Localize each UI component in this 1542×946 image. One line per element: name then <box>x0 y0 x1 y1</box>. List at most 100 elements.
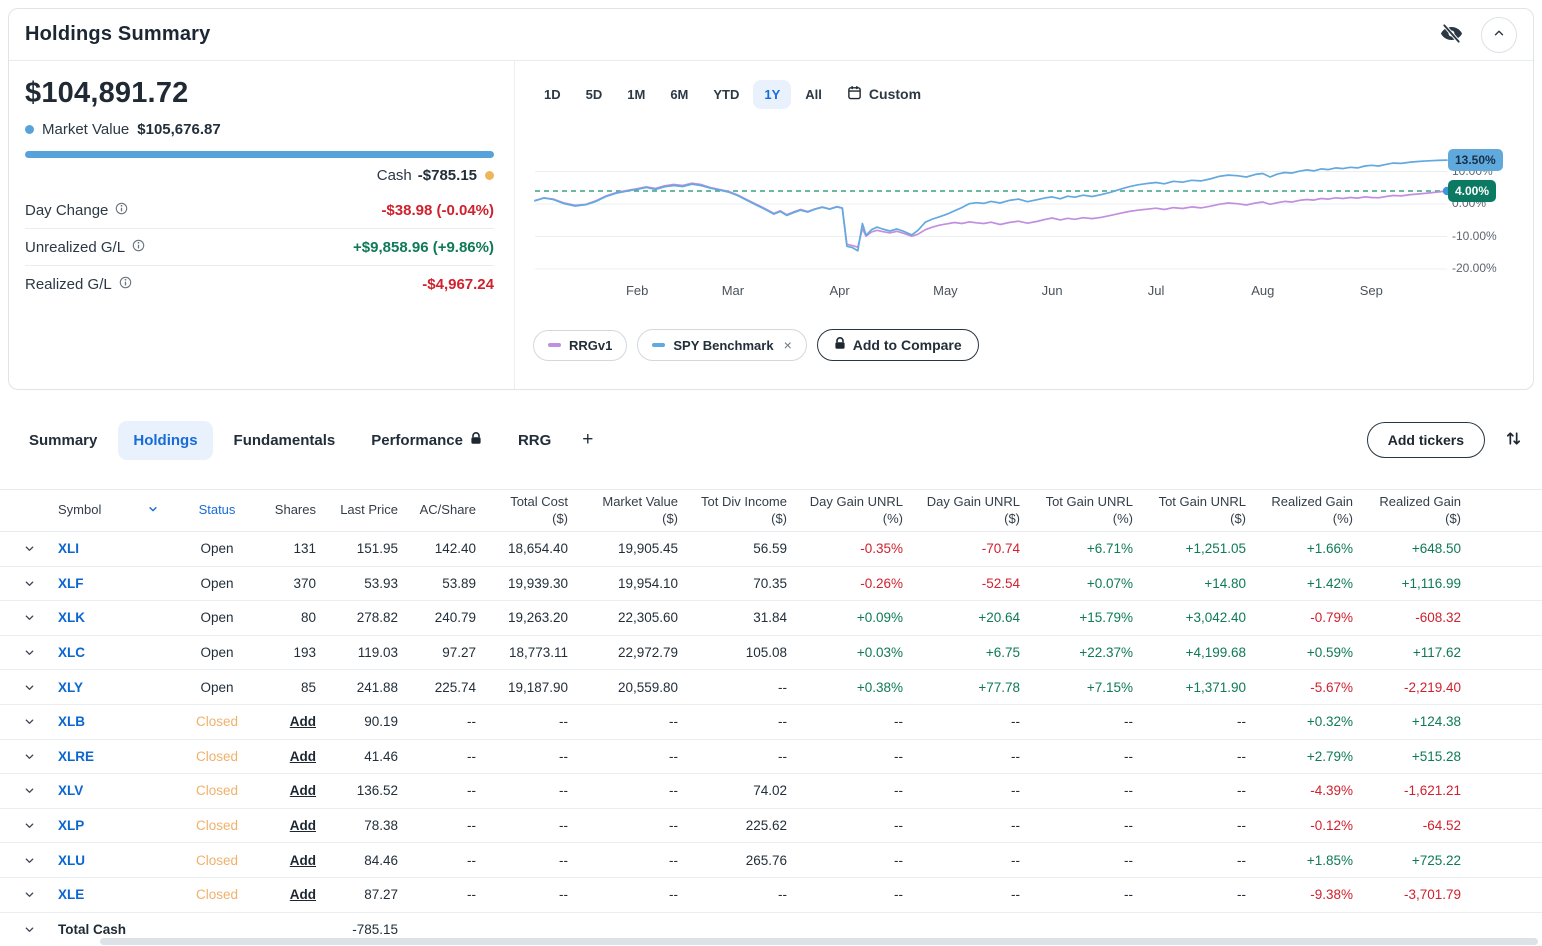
collapse-card-button[interactable] <box>1481 16 1517 53</box>
expand-row-button[interactable] <box>16 567 42 601</box>
add-tickers-button[interactable]: Add tickers <box>1366 422 1485 458</box>
expand-row-button[interactable] <box>16 809 42 843</box>
cell: -- <box>894 783 903 799</box>
add-transaction-link[interactable]: Add <box>289 714 316 730</box>
legend-pill-rrgv1[interactable]: RRGv1 <box>533 329 628 361</box>
cell: -5.67% <box>1310 679 1353 695</box>
cell: 119.03 <box>357 645 398 661</box>
column-header-tot-gain-unrl[interactable]: Tot Gain UNRL ($) <box>1135 490 1248 531</box>
remove-icon[interactable]: × <box>783 337 792 353</box>
expand-row-button[interactable] <box>16 843 42 877</box>
legend-pill-spy-benchmark[interactable]: SPY Benchmark × <box>637 329 807 361</box>
add-transaction-link[interactable]: Add <box>289 887 316 903</box>
cell: 240.79 <box>434 610 476 626</box>
add-transaction-link[interactable]: Add <box>289 852 316 868</box>
cell: -- <box>559 887 568 903</box>
column-header-day-gain-unrl[interactable]: Day Gain UNRL (%) <box>789 490 905 531</box>
symbol-link[interactable]: XLRE <box>58 748 95 764</box>
symbol-link[interactable]: XLF <box>58 575 84 591</box>
symbol-link[interactable]: XLE <box>58 887 85 903</box>
column-header-status[interactable]: Status <box>172 490 264 531</box>
expand-row-button[interactable] <box>16 636 42 670</box>
add-transaction-link[interactable]: Add <box>289 818 316 834</box>
column-header-symbol[interactable]: Symbol <box>42 490 172 531</box>
expand-row-button[interactable] <box>16 740 42 774</box>
cell: 265.76 <box>745 852 787 868</box>
range-1y[interactable]: 1Y <box>753 79 792 109</box>
column-header-last-price[interactable]: Last Price <box>318 490 400 531</box>
status-text: Open <box>200 541 234 557</box>
range-1d[interactable]: 1D <box>533 80 572 109</box>
expand-row-button[interactable] <box>16 670 42 704</box>
cell: -- <box>1011 714 1020 730</box>
sort-button[interactable] <box>1505 429 1522 451</box>
symbol-link[interactable]: XLU <box>58 852 85 868</box>
column-label: Tot Gain UNRL <box>1158 493 1246 509</box>
column-header-tot-gain-unrl[interactable]: Tot Gain UNRL (%) <box>1022 490 1135 531</box>
symbol-link[interactable]: XLI <box>58 541 80 557</box>
tab-add[interactable]: + <box>572 418 603 462</box>
info-icon[interactable] <box>119 276 132 293</box>
symbol-cell: XLRE <box>42 740 172 774</box>
expand-row-button[interactable] <box>16 913 42 946</box>
range-5d[interactable]: 5D <box>575 80 614 109</box>
symbol-link[interactable]: XLC <box>58 645 85 661</box>
range-ytd[interactable]: YTD <box>702 80 750 109</box>
expand-row-button[interactable] <box>16 878 42 912</box>
tab-fundamentals[interactable]: Fundamentals <box>219 421 351 460</box>
symbol-link[interactable]: XLV <box>58 783 84 799</box>
cell: -- <box>1237 714 1246 730</box>
cell: -- <box>894 818 903 834</box>
symbol-link[interactable]: XLK <box>58 610 85 626</box>
column-header-tot-div-income[interactable]: Tot Div Income ($) <box>680 490 789 531</box>
cell: 151.95 <box>356 541 398 557</box>
chart-panel: 1D 5D 1M 6M YTD 1Y All Custom 10.00% 0.00% -10.00… <box>515 61 1533 389</box>
column-header-shares[interactable]: Shares <box>264 490 318 531</box>
column-header-market-value[interactable]: Market Value ($) <box>570 490 680 531</box>
info-icon[interactable] <box>132 239 145 256</box>
add-to-compare-button[interactable]: Add to Compare <box>816 329 979 361</box>
tab-summary[interactable]: Summary <box>14 421 112 460</box>
cash-row: Cash -$785.15 <box>25 167 494 184</box>
month-label: Aug <box>1251 283 1275 298</box>
tab-rrg[interactable]: RRG <box>503 421 566 460</box>
add-transaction-link[interactable]: Add <box>289 748 316 764</box>
column-header-day-gain-unrl[interactable]: Day Gain UNRL ($) <box>905 490 1022 531</box>
expand-row-button[interactable] <box>16 601 42 635</box>
symbol-link[interactable]: XLP <box>58 818 85 834</box>
column-unit: ($) <box>552 510 568 526</box>
holdings-table: Symbol Status Shares Last Price AC/Share Tota… <box>0 489 1542 946</box>
cell: -9.38% <box>1310 887 1353 903</box>
range-1m[interactable]: 1M <box>616 80 656 109</box>
symbol-link[interactable]: XLY <box>58 679 84 695</box>
table-row-xlb: XLB Closed Add 90.19 -- -- -- -- -- -- -- -- +0.32% +… <box>0 705 1542 740</box>
cell: -- <box>1011 818 1020 834</box>
range-custom[interactable]: Custom <box>836 78 932 110</box>
tab-performance[interactable]: Performance <box>356 421 497 460</box>
cell: -785.15 <box>352 921 398 937</box>
range-all[interactable]: All <box>794 80 833 109</box>
column-header-ac-share[interactable]: AC/Share <box>400 490 478 531</box>
cell: 193 <box>293 645 316 661</box>
holdings-summary-card: Holdings Summary $104,891.72 Market Valu… <box>8 8 1534 390</box>
tab-holdings[interactable]: Holdings <box>118 420 213 460</box>
column-header-total-cost[interactable]: Total Cost ($) <box>478 490 570 531</box>
hide-values-button[interactable] <box>1440 22 1463 48</box>
info-icon[interactable] <box>115 202 128 219</box>
expand-row-button[interactable] <box>16 705 42 739</box>
symbol-cell: XLB <box>42 705 172 739</box>
cell: +3,042.40 <box>1185 610 1246 626</box>
series-rrgv1 <box>534 182 1448 249</box>
summary-row-value: -$38.98 (-0.04%) <box>381 201 494 219</box>
symbol-link[interactable]: XLB <box>58 714 85 730</box>
add-transaction-link[interactable]: Add <box>289 783 316 799</box>
expand-row-button[interactable] <box>16 774 42 808</box>
horizontal-scrollbar[interactable] <box>100 938 1538 945</box>
column-header-realized-gain[interactable]: Realized Gain ($) <box>1355 490 1463 531</box>
table-row-xlv: XLV Closed Add 136.52 -- -- -- 74.02 -- -- -- -- -4.… <box>0 774 1542 809</box>
month-label: Jul <box>1147 283 1165 298</box>
expand-row-button[interactable] <box>16 532 42 566</box>
header-actions <box>1440 16 1517 53</box>
range-6m[interactable]: 6M <box>659 80 699 109</box>
column-header-realized-gain[interactable]: Realized Gain (%) <box>1248 490 1355 531</box>
